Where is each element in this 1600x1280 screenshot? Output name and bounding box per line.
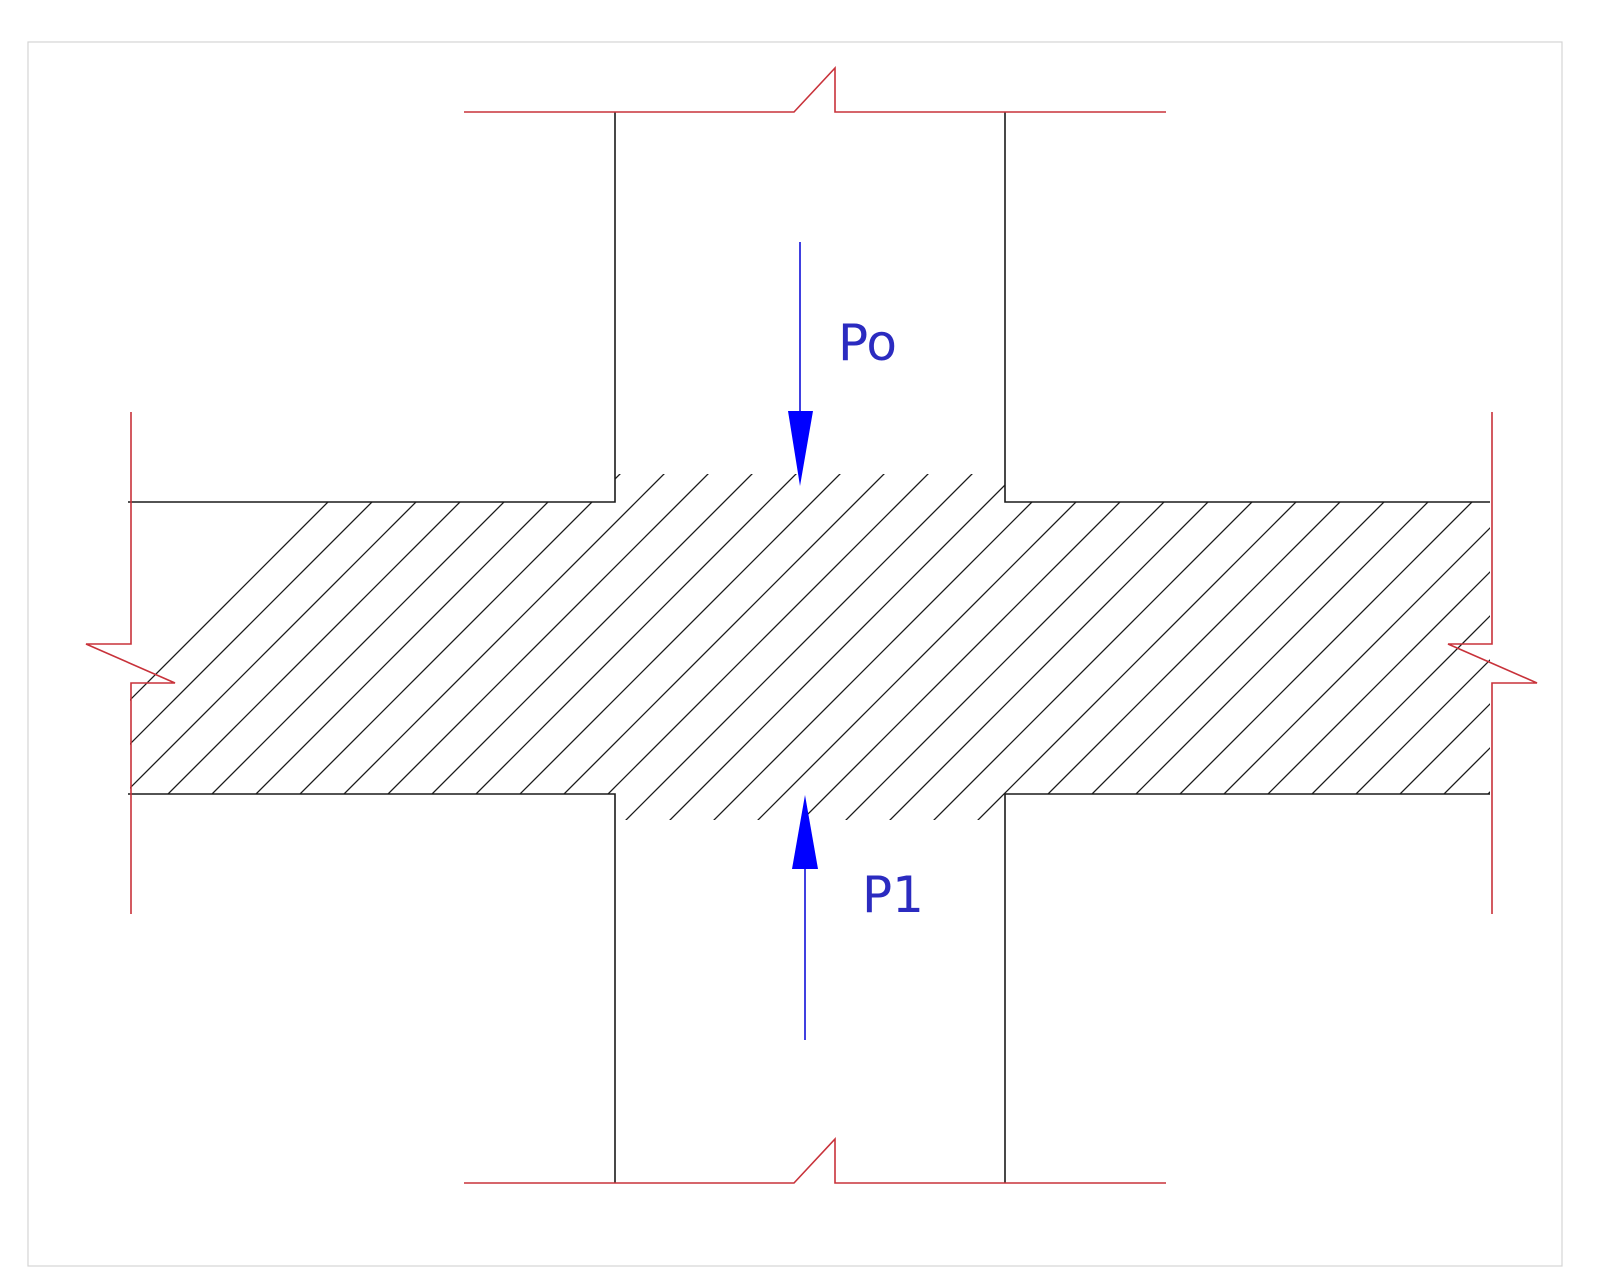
- load-p1-arrow-head: [792, 795, 818, 869]
- hatch-line: [131, 474, 503, 820]
- hatch-line: [703, 474, 1075, 820]
- hatch-line: [130, 474, 371, 820]
- load-po-arrow-head: [788, 411, 813, 486]
- hatch-line: [615, 474, 987, 820]
- slab-hatching: [130, 460, 1600, 830]
- load-po-label: Po: [838, 314, 897, 372]
- hatch-line: [1231, 474, 1490, 820]
- hatch-line: [263, 474, 635, 820]
- hatch-line: [483, 474, 855, 820]
- hatch-line: [1099, 474, 1471, 820]
- member-outlines: [128, 112, 1490, 1183]
- hatch-line: [967, 474, 1339, 820]
- hatch-line: [130, 474, 415, 820]
- hatch-line: [175, 474, 547, 820]
- hatch-line: [1496, 460, 1600, 830]
- hatch-line: [791, 474, 1163, 820]
- right-break-line: [1447, 412, 1538, 914]
- load-po: Po: [788, 242, 897, 486]
- hatch-line: [1275, 474, 1490, 820]
- hatch-line: [1319, 474, 1490, 820]
- hatch-line: [1407, 474, 1490, 820]
- hatch-line: [879, 474, 1251, 820]
- lower-column-outline-right: [1004, 793, 1490, 1183]
- load-p1: P1: [792, 795, 924, 1040]
- hatch-line: [1540, 460, 1600, 830]
- hatch-line: [527, 474, 899, 820]
- hatch-line: [1584, 460, 1600, 830]
- hatch-line: [1143, 474, 1490, 820]
- hatch-line: [923, 474, 1295, 820]
- hatch-line: [439, 474, 811, 820]
- top-break-line: [464, 65, 1166, 113]
- hatch-line: [1055, 474, 1427, 820]
- hatch-line: [571, 474, 943, 820]
- load-p1-label: P1: [862, 866, 924, 924]
- hatch-line: [307, 474, 679, 820]
- upper-column-outline: [128, 112, 616, 503]
- upper-column-outline-right: [1004, 112, 1490, 503]
- hatch-line: [219, 474, 591, 820]
- hatch-line: [1187, 474, 1490, 820]
- lower-column-outline: [128, 793, 616, 1183]
- break-lines: [85, 65, 1538, 1184]
- hatch-line: [395, 474, 767, 820]
- hatch-line: [659, 474, 1031, 820]
- bottom-break-line: [464, 1136, 1166, 1184]
- hatch-line: [351, 474, 723, 820]
- hatch-line: [1363, 474, 1490, 820]
- hatch-line: [130, 474, 459, 820]
- hatch-line: [747, 474, 1119, 820]
- left-break-line: [85, 412, 176, 914]
- hatch-line: [1011, 474, 1383, 820]
- hatch-line: [835, 474, 1207, 820]
- hatch-line: [1451, 474, 1490, 820]
- drawing-frame: [27, 41, 1563, 1267]
